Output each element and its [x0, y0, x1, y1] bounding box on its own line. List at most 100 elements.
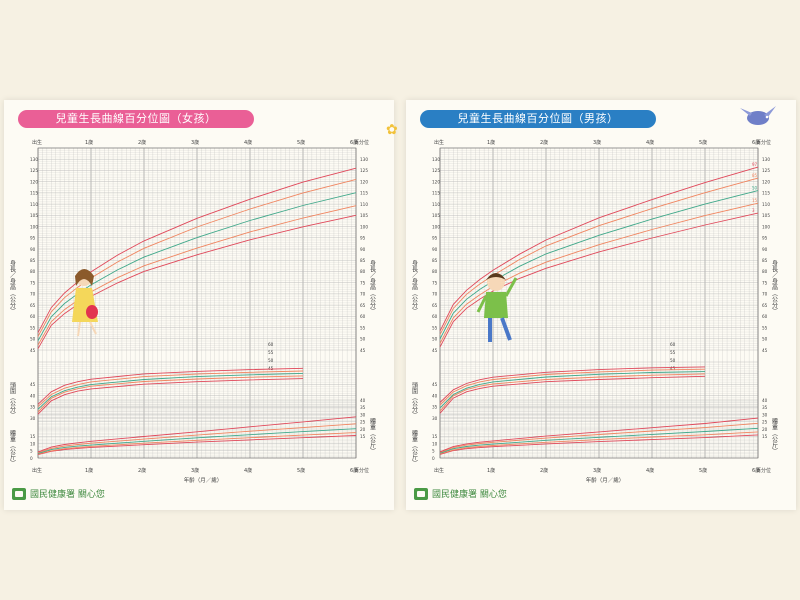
head-curve-3 [439, 368, 706, 406]
length-tick-left: 55 [30, 325, 36, 330]
head-curve-1 [439, 373, 706, 412]
length-tick-right: 55 [360, 325, 366, 330]
length-curve-4 [37, 167, 357, 333]
length-tick-left: 80 [30, 269, 36, 274]
length-tick-right: 105 [762, 213, 770, 218]
boy-footer: 國民健康署 關心您 [414, 487, 507, 500]
length-tick-left: 65 [30, 303, 36, 308]
head-tick-left: 45 [432, 382, 438, 387]
head-tick-right: 55 [670, 350, 676, 355]
weight-curve-4 [37, 416, 357, 453]
length-tick-right: 60 [762, 314, 768, 319]
length-tick-left: 85 [30, 258, 36, 263]
x-top-label: 1歲 [85, 139, 93, 146]
length-tick-left: 100 [30, 224, 38, 229]
length-tick-left: 120 [30, 179, 38, 184]
weight-tick-left: 15 [432, 434, 438, 439]
head-curve-0 [37, 378, 304, 415]
length-tick-left: 100 [432, 224, 440, 229]
weight-tick-right: 40 [762, 398, 768, 403]
girl-hair [75, 269, 94, 286]
percentile-label: 15 [752, 198, 758, 203]
x-bottom-label: 6歲 [752, 467, 760, 474]
girl-leg [89, 321, 97, 335]
length-tick-right: 120 [762, 179, 770, 184]
weight-axis-label-left: 體重（公斤） [411, 429, 418, 466]
girl-footer-text: 國民健康署 關心您 [30, 490, 105, 500]
length-tick-left: 130 [30, 157, 38, 162]
length-tick-right: 80 [360, 269, 366, 274]
boy-leg [500, 317, 512, 341]
weight-tick-left: 15 [30, 434, 36, 439]
length-tick-left: 65 [432, 303, 438, 308]
weight-tick-right: 20 [762, 427, 768, 432]
length-tick-right: 75 [360, 280, 366, 285]
head-tick-right: 50 [670, 358, 676, 363]
head-curve-4 [439, 366, 706, 403]
length-tick-right: 125 [762, 168, 770, 173]
length-tick-left: 50 [432, 337, 438, 342]
boy-chart-title: 兒童生長曲線百分位圖（男孩） [420, 110, 656, 128]
length-tick-left: 120 [432, 179, 440, 184]
length-axis-label-right: 身長／身高（公分） [369, 259, 376, 314]
weight-curve-3 [37, 423, 357, 454]
length-tick-right: 45 [360, 348, 366, 353]
flower-icon: ✿ [386, 122, 398, 138]
length-tick-left: 105 [432, 213, 440, 218]
head-tick-right: 45 [268, 366, 274, 371]
length-tick-right: 90 [762, 247, 768, 252]
head-tick-left: 30 [432, 416, 438, 421]
x-bottom-label: 4歲 [646, 467, 654, 474]
length-curve-2 [37, 192, 357, 342]
x-bottom-label: 2歲 [138, 467, 146, 474]
head-curve-4 [37, 367, 304, 405]
length-tick-right: 70 [360, 292, 366, 297]
length-curve-0 [37, 214, 357, 349]
weight-tick-left: 0 [30, 456, 33, 461]
length-tick-left: 125 [432, 168, 440, 173]
length-tick-right: 95 [360, 236, 366, 241]
length-tick-left: 115 [432, 191, 440, 196]
weight-axis-label-right: 體重（公斤） [771, 417, 778, 454]
hpa-logo-icon [12, 487, 26, 500]
x-top-label: 4歲 [646, 139, 654, 146]
boy-footer-text: 國民健康署 關心您 [432, 490, 507, 500]
length-tick-left: 50 [30, 337, 36, 342]
head-curve-1 [37, 375, 304, 413]
head-tick-right: 60 [268, 342, 274, 347]
length-tick-right: 85 [762, 258, 768, 263]
x-top-label: 2歲 [138, 139, 146, 146]
length-tick-left: 55 [432, 325, 438, 330]
head-curve-0 [439, 375, 706, 414]
head-tick-left: 45 [30, 382, 36, 387]
weight-tick-right: 20 [360, 427, 366, 432]
weight-curve-4 [439, 417, 759, 453]
length-tick-left: 90 [432, 247, 438, 252]
boy-illustration [476, 273, 518, 342]
weight-axis-label-right: 體重（公斤） [369, 417, 376, 454]
head-tick-right: 60 [670, 342, 676, 347]
length-tick-left: 45 [30, 348, 36, 353]
percentile-label: 3 [752, 208, 755, 213]
length-tick-left: 45 [432, 348, 438, 353]
weight-tick-left: 5 [432, 449, 435, 454]
weight-tick-right: 35 [762, 405, 768, 410]
x-bottom-label: 百分位 [756, 467, 771, 474]
length-tick-right: 110 [762, 202, 770, 207]
weight-tick-left: 10 [30, 441, 36, 446]
weight-tick-left: 0 [432, 456, 435, 461]
head-tick-left: 30 [30, 416, 36, 421]
length-tick-right: 105 [360, 213, 368, 218]
length-tick-right: 85 [360, 258, 366, 263]
length-tick-left: 110 [432, 202, 440, 207]
length-tick-left: 105 [30, 213, 38, 218]
x-axis-title: 年齡（月／歲） [586, 476, 625, 484]
hpa-logo-icon [414, 487, 428, 500]
length-tick-right: 130 [360, 157, 368, 162]
length-tick-left: 85 [432, 258, 438, 263]
length-tick-left: 130 [432, 157, 440, 162]
length-curve-0 [439, 212, 759, 348]
weight-tick-right: 30 [762, 412, 768, 417]
x-bottom-label: 6歲 [350, 467, 358, 474]
x-top-label: 出生 [434, 139, 444, 146]
